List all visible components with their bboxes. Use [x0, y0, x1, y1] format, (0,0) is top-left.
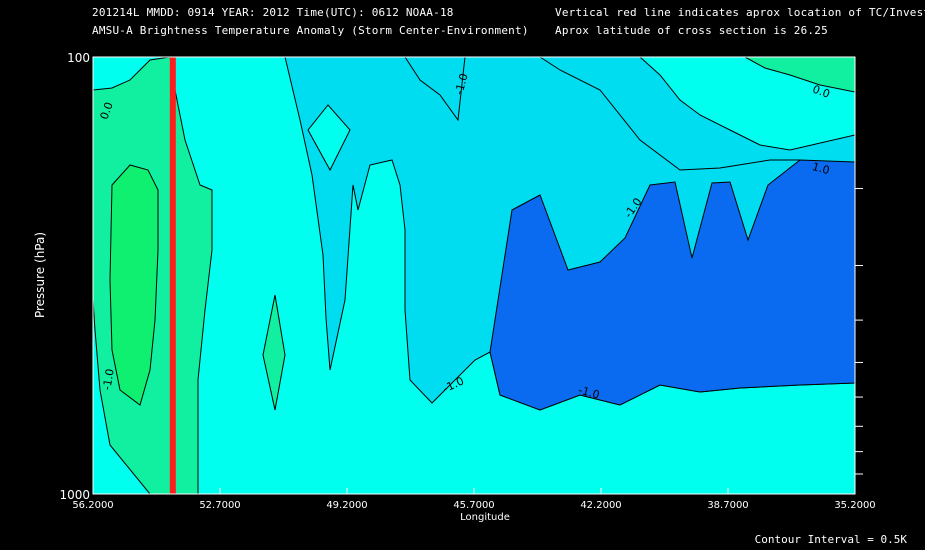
- contour-label: 0.0: [811, 83, 832, 101]
- header-tc-note: Vertical red line indicates aprox locati…: [555, 6, 925, 19]
- field-wedge-top: [404, 57, 466, 122]
- contour-line-blue-edge: [539, 57, 800, 171]
- contour-interval-note: Contour Interval = 0.5K: [754, 533, 907, 546]
- y-tick-label: 100: [67, 51, 90, 65]
- x-axis-tick-labels: 56.2000 52.7000 49.2000 45.7000 42.2000 38.70…: [72, 500, 875, 511]
- field-band-deep-blue: [489, 159, 855, 411]
- right-axis-ticks: [855, 188, 863, 475]
- contour-label: 1.0: [811, 160, 831, 177]
- field-band-green: [109, 164, 159, 406]
- x-tick-label: 35.2000: [834, 500, 875, 511]
- field-band-cyan-right: [639, 57, 855, 151]
- y-tick-label: 1000: [59, 488, 90, 502]
- field-band-green-light-right: [744, 57, 855, 93]
- contour-fields: [93, 57, 855, 494]
- contour-label: -1.0: [100, 368, 117, 391]
- header-storm-info: 201214L MMDD: 0914 YEAR: 2012 Time(UTC):…: [92, 6, 454, 19]
- x-axis-ticks: [92, 488, 856, 494]
- x-axis-label: Longitude: [460, 512, 510, 523]
- x-tick-label: 52.7000: [199, 500, 240, 511]
- x-tick-label: 38.7000: [707, 500, 748, 511]
- x-tick-label: 49.2000: [326, 500, 367, 511]
- header-latitude-note: Aprox latitude of cross section is 26.25: [555, 24, 828, 37]
- y-axis-tick-labels: 100 1000: [59, 51, 90, 502]
- contour-label: -1.0: [453, 72, 471, 96]
- field-island-green: [262, 294, 286, 411]
- contour-label: 0.0: [98, 100, 116, 121]
- y-axis-label: Pressure (hPa): [33, 232, 47, 318]
- contour-label: -1.0: [577, 384, 601, 402]
- header-product-title: AMSU-A Brightness Temperature Anomaly (S…: [92, 24, 529, 37]
- x-tick-label: 42.2000: [580, 500, 621, 511]
- x-tick-label: 56.2000: [72, 500, 113, 511]
- field-island-cyan: [307, 104, 351, 172]
- x-tick-label: 45.7000: [453, 500, 494, 511]
